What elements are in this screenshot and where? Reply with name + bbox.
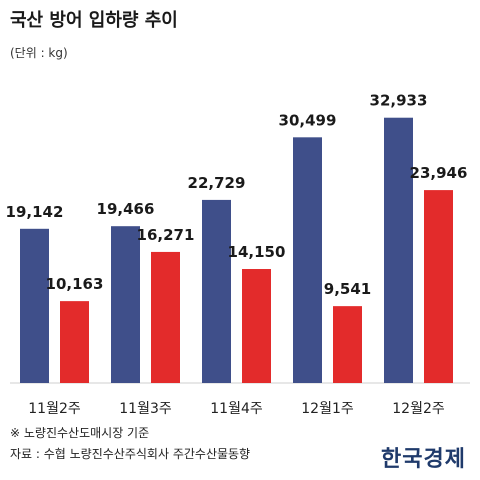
footnote: ※ 노량진수산도매시장 기준: [10, 426, 150, 440]
data-label-b-1: 16,271: [137, 226, 195, 244]
category-label-0: 11월2주: [28, 401, 81, 417]
data-label-a-4: 32,933: [370, 92, 428, 110]
category-label-4: 12월2주: [392, 401, 445, 417]
data-label-b-2: 14,150: [228, 243, 286, 261]
data-label-a-0: 19,142: [6, 203, 64, 221]
chart-title: 국산 방어 입하량 추이: [10, 10, 178, 31]
unit-label: (단위 : kg): [10, 46, 68, 60]
category-label-3: 12월1주: [301, 401, 354, 417]
data-label-a-3: 30,499: [279, 111, 337, 129]
bar-a-4: [384, 117, 413, 383]
data-label-b-0: 10,163: [46, 275, 104, 293]
bar-b-4: [424, 190, 453, 383]
bar-b-0: [60, 301, 89, 383]
category-label-2: 11월4주: [210, 401, 263, 417]
bar-a-0: [20, 228, 49, 383]
bar-b-1: [151, 251, 180, 383]
data-label-a-2: 22,729: [188, 174, 246, 192]
category-label-1: 11월3주: [119, 401, 172, 417]
bar-b-2: [242, 269, 271, 383]
bar-a-2: [202, 199, 231, 383]
data-label-b-3: 9,541: [324, 280, 371, 298]
publisher-logo: 한국경제: [381, 446, 466, 472]
bar-b-3: [333, 306, 362, 383]
bar-a-3: [293, 137, 322, 383]
data-label-b-4: 23,946: [410, 164, 468, 182]
source-note: 자료 : 수협 노량진수산주식회사 주간수산물동향: [10, 447, 251, 461]
data-label-a-1: 19,466: [97, 200, 155, 218]
bar-a-1: [111, 226, 140, 383]
